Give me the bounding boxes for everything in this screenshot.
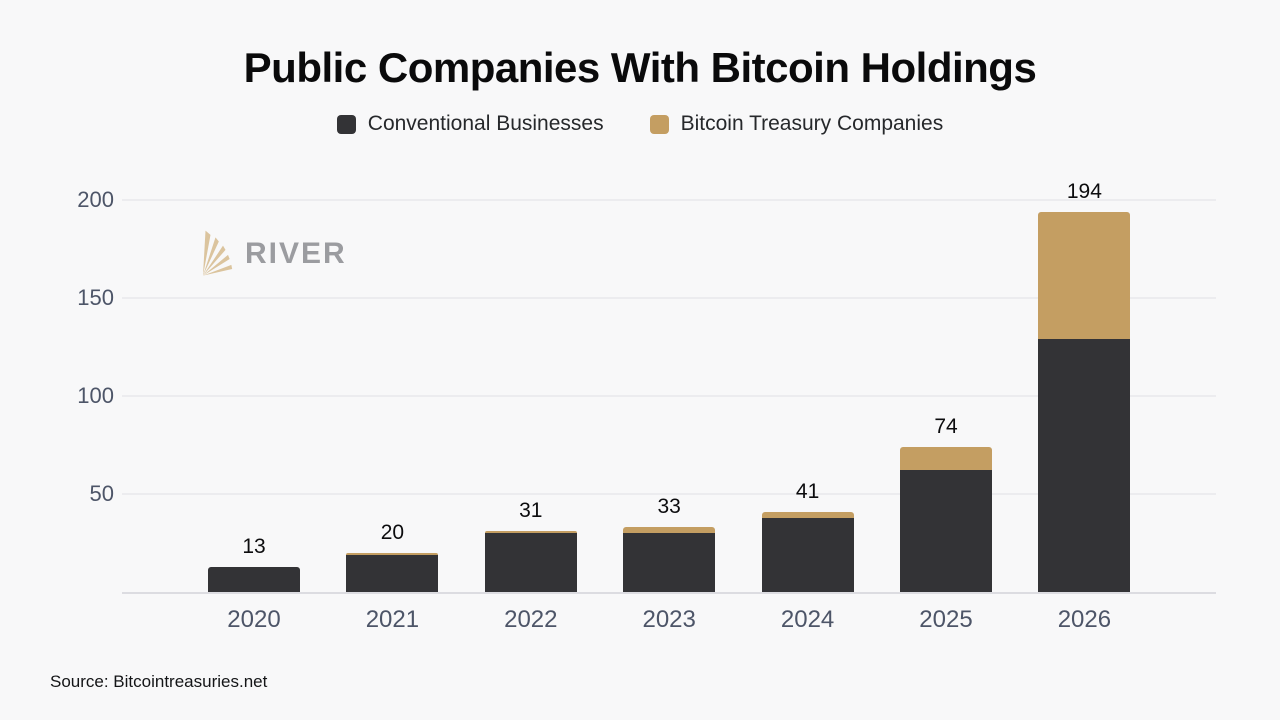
legend-item-conventional: Conventional Businesses <box>336 112 604 136</box>
bar-conventional-2024 <box>761 517 854 592</box>
gridline-150 <box>122 297 1216 299</box>
bar-treasury-2022 <box>484 531 577 534</box>
bar-conventional-2026 <box>1038 339 1131 592</box>
gridline-200 <box>122 199 1216 201</box>
bar-treasury-2024 <box>761 511 854 518</box>
y-tick-label-150: 150 <box>77 285 114 310</box>
x-tick-label-2025: 2025 <box>919 606 973 633</box>
x-tick-label-2020: 2020 <box>227 606 281 633</box>
river-watermark: RIVER <box>183 228 347 280</box>
river-brand-text: RIVER <box>245 237 347 270</box>
bar-treasury-2026 <box>1038 211 1131 340</box>
bar-total-label-2024: 41 <box>795 479 820 503</box>
bar-conventional-2022 <box>484 533 577 592</box>
bar-treasury-2021 <box>346 552 439 555</box>
x-tick-label-2024: 2024 <box>780 606 835 633</box>
bar-total-label-2022: 31 <box>519 499 543 523</box>
bar-conventional-2021 <box>346 554 439 592</box>
y-tick-label-200: 200 <box>77 187 114 212</box>
bar-treasury-2025 <box>900 446 992 471</box>
conventional-swatch-icon <box>336 114 356 134</box>
y-tick-label-50: 50 <box>89 481 114 506</box>
bar-treasury-2023 <box>623 527 716 534</box>
treasury-swatch-icon <box>649 114 669 134</box>
bar-conventional-2020 <box>208 566 300 592</box>
bar-total-label-2023: 33 <box>657 495 681 519</box>
gridline-50 <box>122 493 1216 495</box>
source-note: Source: Bitcointreasuries.net <box>50 672 268 691</box>
y-tick-label-100: 100 <box>77 383 114 408</box>
gridline-100 <box>122 395 1216 397</box>
x-axis-line <box>122 592 1216 594</box>
x-tick-label-2023: 2023 <box>642 606 696 633</box>
bar-total-label-2020: 13 <box>242 534 266 558</box>
legend-label-treasury: Bitcoin Treasury Companies <box>680 112 944 135</box>
bar-conventional-2025 <box>900 470 992 592</box>
bar-total-label-2021: 20 <box>380 520 405 544</box>
bar-conventional-2023 <box>623 533 716 592</box>
x-tick-label-2022: 2022 <box>504 606 558 633</box>
legend: Conventional Businesses Bitcoin Treasury… <box>0 112 1280 136</box>
legend-item-treasury: Bitcoin Treasury Companies <box>649 112 944 136</box>
x-tick-label-2021: 2021 <box>365 606 420 633</box>
bar-total-label-2025: 74 <box>934 414 958 438</box>
bar-total-label-2026: 194 <box>1066 179 1102 203</box>
x-tick-label-2026: 2026 <box>1057 606 1112 633</box>
legend-label-conventional: Conventional Businesses <box>367 112 604 135</box>
chart-title: Public Companies With Bitcoin Holdings <box>243 44 1037 91</box>
river-logo-icon <box>203 230 233 276</box>
